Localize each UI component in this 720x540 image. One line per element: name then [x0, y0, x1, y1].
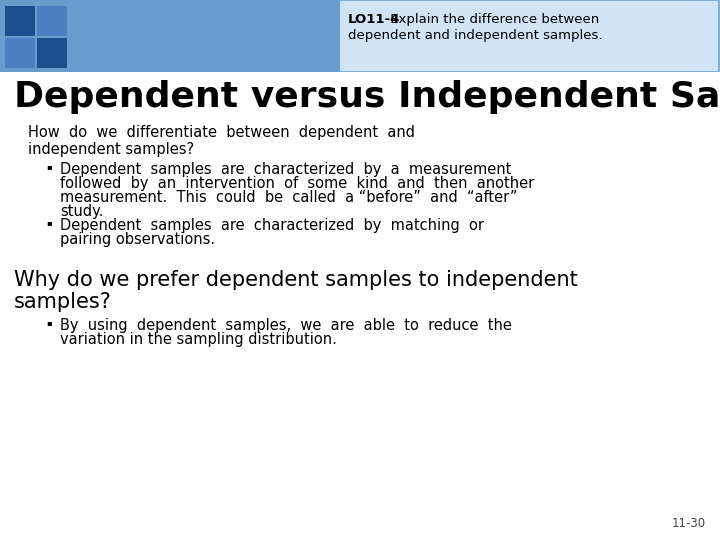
Bar	[37, 38, 67, 68]
Text: ▪: ▪	[46, 218, 52, 227]
Bar	[37, 6, 67, 36]
Text: ▪: ▪	[46, 318, 52, 327]
Text: Why do we prefer dependent samples to independent: Why do we prefer dependent samples to in…	[14, 270, 577, 290]
Text: Explain the difference between: Explain the difference between	[386, 13, 599, 26]
Bar	[340, 1, 718, 71]
Text: dependent and independent samples.: dependent and independent samples.	[348, 29, 603, 42]
Text: 11-30: 11-30	[672, 517, 706, 530]
Bar	[5, 6, 35, 36]
Text: Dependent  samples  are  characterized  by  a  measurement: Dependent samples are characterized by a…	[60, 162, 511, 177]
Text: ▪: ▪	[46, 162, 52, 171]
Polygon shape	[0, 0, 340, 72]
Text: Dependent  samples  are  characterized  by  matching  or: Dependent samples are characterized by m…	[60, 218, 484, 233]
Text: LO11-4: LO11-4	[348, 13, 400, 26]
Text: study.: study.	[60, 204, 104, 219]
Text: samples?: samples?	[14, 292, 112, 312]
Text: variation in the sampling distribution.: variation in the sampling distribution.	[60, 332, 337, 347]
Text: How  do  we  differentiate  between  dependent  and: How do we differentiate between dependen…	[28, 125, 415, 140]
Text: measurement.  This  could  be  called  a “before”  and  “after”: measurement. This could be called a “bef…	[60, 190, 518, 205]
Bar	[0, 0, 720, 72]
Bar	[5, 38, 35, 68]
Text: By  using  dependent  samples,  we  are  able  to  reduce  the: By using dependent samples, we are able …	[60, 318, 512, 333]
Text: followed  by  an  intervention  of  some  kind  and  then  another: followed by an intervention of some kind…	[60, 176, 534, 191]
Text: independent samples?: independent samples?	[28, 142, 194, 157]
Text: Dependent versus Independent Samples: Dependent versus Independent Samples	[14, 80, 720, 114]
Text: pairing observations.: pairing observations.	[60, 232, 215, 247]
